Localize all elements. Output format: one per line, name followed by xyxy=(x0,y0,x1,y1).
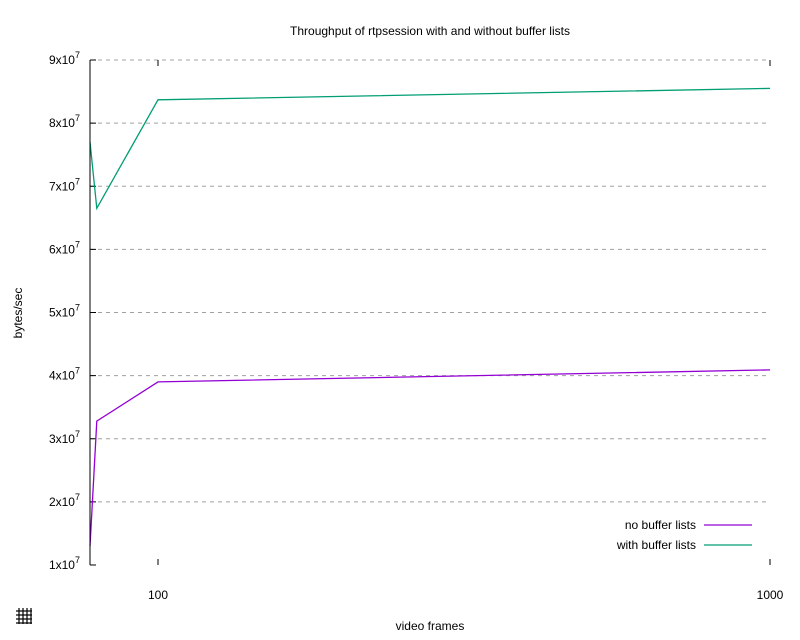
x-tick-label: 100 xyxy=(148,588,168,602)
y-axis-label: bytes/sec xyxy=(11,288,25,339)
y-tick-label: 3x107 xyxy=(49,429,80,446)
series-line-no-buffer-lists xyxy=(89,369,771,547)
y-tick-label: 4x107 xyxy=(49,366,80,383)
x-axis-label: video frames xyxy=(396,619,465,633)
grid-icon[interactable] xyxy=(14,606,34,626)
y-tick-label: 5x107 xyxy=(49,303,80,320)
series-lines xyxy=(89,87,771,547)
chart-title: Throughput of rtpsession with and withou… xyxy=(290,24,570,38)
y-tick-label: 7x107 xyxy=(49,176,80,193)
legend-label: with buffer lists xyxy=(616,538,696,552)
legend-label: no buffer lists xyxy=(625,518,696,532)
y-tick-label: 2x107 xyxy=(49,492,80,509)
x-axis-ticks: 100 1000 xyxy=(148,60,784,602)
y-tick-label: 9x107 xyxy=(49,50,80,67)
y-tick-label: 1x107 xyxy=(49,555,80,572)
y-tick-label: 8x107 xyxy=(49,113,80,130)
series-line-with-buffer-lists xyxy=(89,87,771,211)
grid-lines xyxy=(90,59,770,503)
legend: no buffer lists with buffer lists xyxy=(616,518,752,552)
y-axis-ticks: 1x107 2x107 3x107 4x107 5x107 6x107 7x107 8x107… xyxy=(49,50,96,572)
y-tick-label: 6x107 xyxy=(49,239,80,256)
x-tick-label: 1000 xyxy=(757,588,784,602)
